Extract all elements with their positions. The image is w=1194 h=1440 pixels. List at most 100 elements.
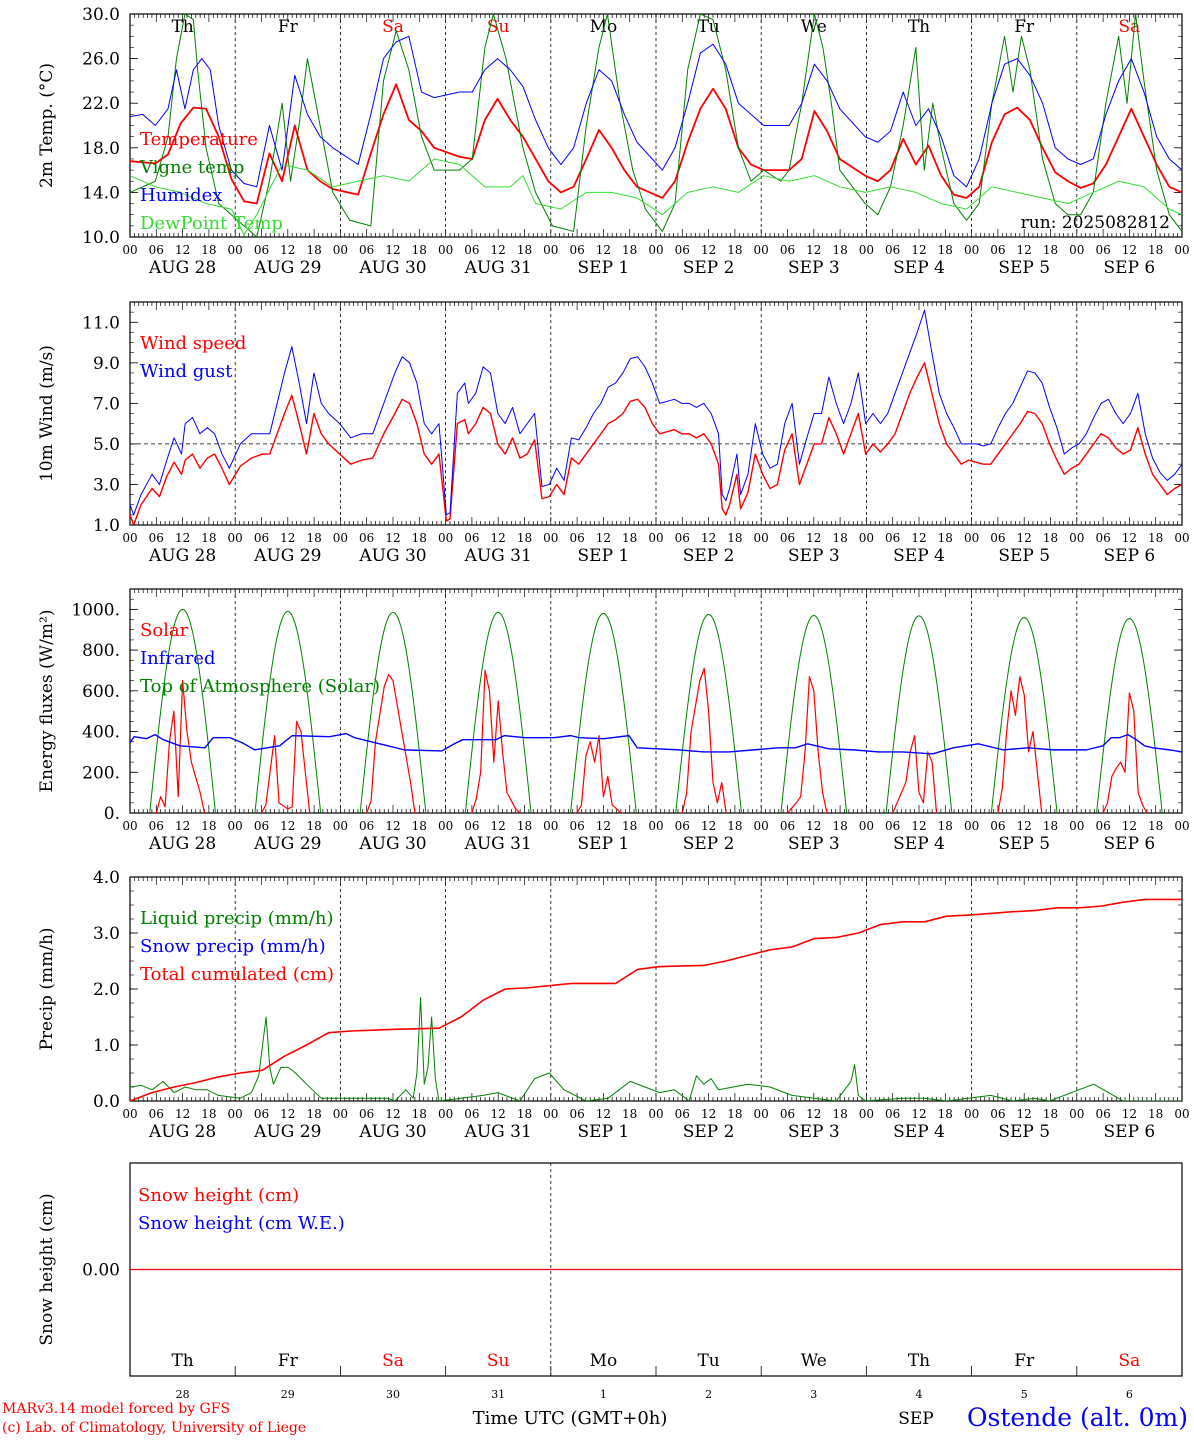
y-tick-label: 30.0	[82, 5, 120, 25]
hour-tick-label: 06	[464, 1107, 479, 1121]
date-label: SEP 3	[788, 546, 840, 566]
hour-tick-label: 00	[1174, 819, 1189, 833]
day-number-label: 6	[1126, 1388, 1133, 1401]
legend-entry: Top of Atmosphere (Solar)	[140, 676, 380, 697]
date-label: SEP 5	[998, 834, 1050, 854]
day-name-label: Su	[487, 17, 510, 37]
hour-tick-label: 00	[333, 243, 348, 257]
hour-tick-label: 06	[464, 243, 479, 257]
hour-tick-label: 06	[359, 243, 374, 257]
hour-tick-label: 06	[149, 1107, 164, 1121]
hour-tick-label: 06	[569, 531, 584, 545]
series-line	[130, 14, 1182, 237]
date-label: AUG 28	[148, 1122, 216, 1142]
hour-tick-label: 06	[780, 531, 795, 545]
hour-tick-label: 06	[1095, 1107, 1110, 1121]
hour-tick-label: 18	[306, 819, 321, 833]
hour-tick-label: 18	[201, 1107, 216, 1121]
date-label: SEP 4	[893, 258, 945, 278]
date-label: AUG 30	[358, 834, 426, 854]
date-label: SEP 3	[788, 834, 840, 854]
hour-tick-label: 18	[1043, 531, 1058, 545]
hour-tick-label: 18	[1043, 1107, 1058, 1121]
hour-tick-label: 00	[648, 243, 663, 257]
hour-tick-label: 00	[754, 531, 769, 545]
hour-tick-label: 00	[1069, 819, 1084, 833]
y-tick-label: 0.0	[93, 1092, 120, 1112]
date-label: AUG 31	[464, 258, 532, 278]
hour-tick-label: 12	[491, 819, 506, 833]
hour-tick-label: 18	[1148, 243, 1163, 257]
series-line	[130, 158, 1182, 236]
hour-tick-label: 12	[806, 1107, 821, 1121]
series-line	[155, 680, 206, 813]
date-label: SEP 6	[1104, 546, 1156, 566]
hour-tick-label: 12	[911, 243, 926, 257]
hour-tick-label: 12	[806, 243, 821, 257]
hour-tick-label: 06	[1095, 243, 1110, 257]
hour-tick-label: 12	[1122, 531, 1137, 545]
hour-tick-label: 06	[885, 531, 900, 545]
hour-tick-label: 18	[306, 1107, 321, 1121]
hour-tick-label: 06	[149, 819, 164, 833]
hour-tick-label: 12	[911, 1107, 926, 1121]
series-line	[1102, 692, 1148, 813]
series-line	[570, 612, 637, 813]
day-name-label: Mo	[590, 1351, 618, 1371]
hour-tick-label: 06	[780, 819, 795, 833]
date-label: SEP 6	[1104, 258, 1156, 278]
series-line	[1096, 618, 1163, 813]
date-label: AUG 29	[253, 1122, 321, 1142]
hour-tick-label: 06	[990, 243, 1005, 257]
hour-tick-label: 00	[1174, 1107, 1189, 1121]
hour-tick-label: 06	[359, 531, 374, 545]
hour-tick-label: 18	[622, 531, 637, 545]
y-tick-label: 7.0	[93, 394, 120, 414]
hour-tick-label: 18	[832, 243, 847, 257]
hour-tick-label: 12	[701, 819, 716, 833]
day-name-label: Fr	[278, 1351, 299, 1371]
legend-entry: Snow precip (mm/h)	[140, 936, 326, 957]
date-label: SEP 6	[1104, 1122, 1156, 1142]
date-label: SEP 3	[788, 1122, 840, 1142]
hour-tick-label: 18	[517, 1107, 532, 1121]
y-tick-label: 3.0	[93, 924, 120, 944]
hour-tick-label: 06	[254, 819, 269, 833]
y-tick-label: 4.0	[93, 868, 120, 888]
day-number-label: 30	[386, 1388, 400, 1401]
legend-entry: Wind gust	[140, 361, 233, 382]
hour-tick-label: 06	[254, 1107, 269, 1121]
date-label: AUG 31	[464, 834, 532, 854]
series-line	[892, 735, 938, 813]
hour-tick-label: 18	[306, 243, 321, 257]
series-line	[471, 669, 521, 813]
y-tick-label: 200.	[82, 763, 120, 783]
hour-tick-label: 00	[964, 819, 979, 833]
hour-tick-label: 06	[149, 243, 164, 257]
series-line	[260, 720, 311, 813]
date-label: SEP 1	[578, 1122, 630, 1142]
date-label: SEP 5	[998, 258, 1050, 278]
date-label: AUG 30	[358, 1122, 426, 1142]
hour-tick-label: 12	[175, 819, 190, 833]
hour-tick-label: 18	[938, 1107, 953, 1121]
date-label: AUG 30	[358, 258, 426, 278]
hour-tick-label: 00	[438, 1107, 453, 1121]
hour-tick-label: 18	[517, 531, 532, 545]
hour-tick-label: 12	[280, 819, 295, 833]
series-line	[359, 611, 427, 813]
hour-tick-label: 12	[385, 1107, 400, 1121]
hour-tick-label: 12	[1122, 819, 1137, 833]
hour-tick-label: 06	[359, 819, 374, 833]
day-name-label: We	[801, 1351, 827, 1371]
day-number-label: 29	[281, 1388, 295, 1401]
hour-tick-label: 18	[306, 531, 321, 545]
day-name-label: Tu	[697, 17, 719, 37]
hour-tick-label: 18	[938, 243, 953, 257]
series-group	[130, 14, 1182, 237]
legend-entry: DewPoint Temp	[140, 213, 283, 234]
hour-tick-label: 06	[885, 819, 900, 833]
hour-tick-label: 12	[806, 531, 821, 545]
legend-entry: Wind speed	[140, 333, 246, 354]
